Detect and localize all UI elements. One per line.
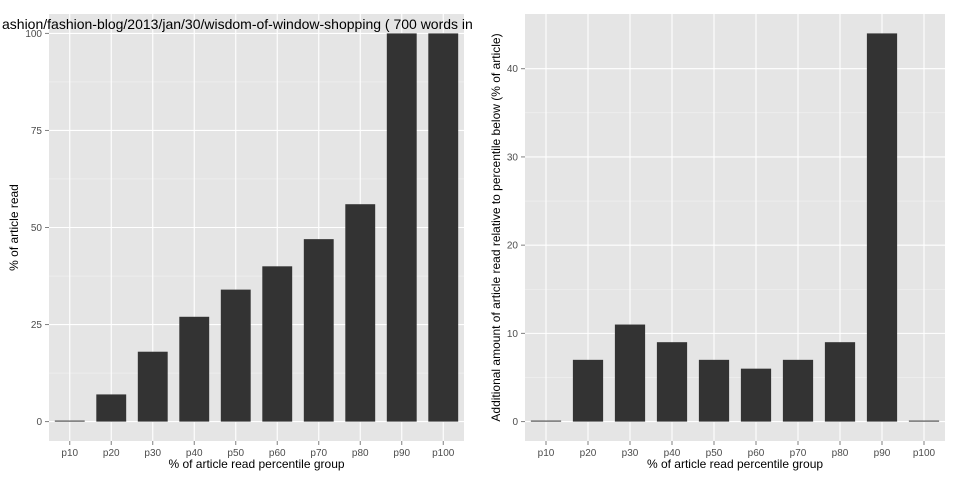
y-tick-label: 100 (25, 29, 42, 40)
bar-p30 (614, 324, 646, 422)
y-tick-label: 0 (512, 417, 518, 428)
x-tick-label: p70 (310, 448, 327, 459)
bar-p70 (782, 359, 814, 422)
left-y-axis: 0 25 50 75 100 (25, 29, 49, 428)
bar-p10 (54, 420, 85, 422)
left-x-axis: p10 p20 p30 p40 p50 p60 p70 p80 p90 p100 (61, 441, 455, 459)
left-y-axis-title: % of article read (7, 184, 21, 271)
bar-p100 (428, 33, 459, 422)
bar-p50 (698, 359, 730, 422)
x-tick-label: p70 (790, 448, 807, 459)
x-tick-label: p90 (393, 448, 410, 459)
y-tick-label: 40 (507, 64, 519, 75)
x-tick-label: p20 (103, 448, 120, 459)
x-tick-label: p60 (748, 448, 765, 459)
right-x-axis-title: % of article read percentile group (647, 457, 823, 471)
x-tick-label: p50 (227, 448, 244, 459)
x-tick-label: p30 (622, 448, 639, 459)
x-tick-label: p60 (269, 448, 286, 459)
y-tick-label: 30 (507, 152, 519, 163)
bar-p40 (179, 316, 210, 422)
chart-title: ashion/fashion-blog/2013/jan/30/wisdom-o… (2, 16, 473, 32)
y-tick-label: 75 (31, 126, 43, 137)
x-tick-label: p50 (706, 448, 723, 459)
bar-p20 (572, 359, 604, 422)
y-tick-label: 25 (31, 320, 43, 331)
bar-p50 (220, 289, 251, 422)
x-tick-label: p40 (186, 448, 203, 459)
x-tick-label: p30 (144, 448, 161, 459)
bar-p40 (656, 342, 688, 422)
x-tick-label: p90 (874, 448, 891, 459)
bar-p20 (96, 394, 127, 422)
bar-p30 (137, 351, 168, 422)
y-tick-label: 20 (507, 241, 519, 252)
x-tick-label: p20 (580, 448, 597, 459)
left-x-axis-title: % of article read percentile group (168, 457, 344, 471)
right-x-axis: p10 p20 p30 p40 p50 p60 p70 p80 p90 p100 (538, 441, 936, 459)
bar-p60 (740, 368, 772, 422)
bar-p100 (908, 420, 940, 422)
bar-p90 (866, 33, 898, 422)
y-tick-label: 50 (31, 223, 43, 234)
bar-p10 (530, 420, 562, 422)
right-bars (530, 33, 940, 422)
left-bars (54, 33, 459, 422)
x-tick-label: p10 (61, 448, 78, 459)
bar-p80 (345, 204, 376, 422)
x-tick-label: p10 (538, 448, 555, 459)
bar-p90 (386, 33, 417, 422)
bar-p70 (303, 239, 334, 422)
right-y-axis: 0 10 20 30 40 (507, 64, 525, 428)
x-tick-label: p100 (913, 448, 936, 459)
bar-p60 (262, 266, 293, 422)
y-tick-label: 10 (507, 329, 519, 340)
y-tick-label: 0 (36, 417, 42, 428)
right-y-axis-title: Additional amount of article read relati… (489, 33, 503, 421)
x-tick-label: p100 (432, 448, 455, 459)
bar-p80 (824, 342, 856, 422)
x-tick-label: p80 (352, 448, 369, 459)
x-tick-label: p80 (832, 448, 849, 459)
x-tick-label: p40 (664, 448, 681, 459)
